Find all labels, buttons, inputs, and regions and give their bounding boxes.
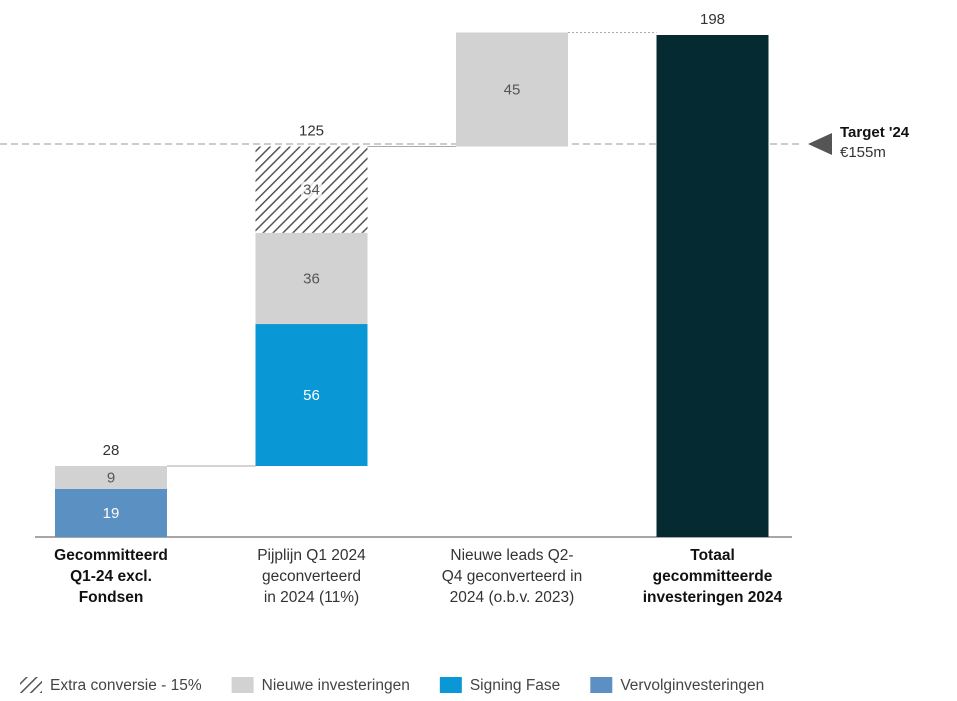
total-label: 125 [299, 123, 324, 140]
target-value: €155m [840, 144, 886, 161]
x-tick-label: in 2024 (11%) [264, 589, 359, 606]
legend-label: Vervolginvesteringen [620, 677, 764, 694]
total-label: 198 [700, 11, 725, 28]
segment-label: 19 [103, 505, 120, 522]
legend-swatch [439, 677, 462, 693]
legend-label: Nieuwe investeringen [262, 677, 410, 694]
legend-label: Signing Fase [470, 677, 560, 694]
segment [456, 32, 568, 147]
x-tick-label: geconverteerd [262, 568, 361, 585]
segment-label: 34 [303, 182, 320, 199]
target-arrow [808, 133, 832, 156]
target-label: Target '24 [840, 124, 910, 141]
segment [255, 324, 368, 467]
x-tick-label: gecommitteerde [653, 568, 773, 585]
x-tick-label: Q1-24 excl. [70, 568, 152, 585]
label-bg [301, 181, 322, 199]
x-tick-label: Totaal [690, 547, 735, 564]
total-bar [656, 35, 769, 537]
segment [55, 466, 167, 489]
x-tick-label: Pijplijn Q1 2024 [257, 547, 366, 564]
x-tick-label: Nieuwe leads Q2- [450, 547, 573, 564]
segment-label: 36 [303, 270, 320, 287]
legend-swatch [590, 677, 613, 693]
legend-swatch [20, 677, 42, 693]
x-tick-label: Q4 geconverteerd in [442, 568, 582, 585]
segment-label: 9 [107, 469, 115, 486]
segment [255, 232, 368, 325]
x-tick-label: Gecommitteerd [54, 547, 168, 564]
segment-label: 56 [303, 387, 320, 404]
x-tick-label: investeringen 2024 [643, 589, 783, 606]
segment-label: 45 [504, 81, 521, 98]
x-tick-label: Fondsen [79, 589, 144, 606]
legend-swatch [231, 677, 254, 693]
legend-label: Extra conversie - 15% [50, 677, 202, 694]
x-tick-label: 2024 (o.b.v. 2023) [450, 589, 575, 606]
segment [55, 488, 167, 537]
total-label: 28 [103, 442, 120, 459]
